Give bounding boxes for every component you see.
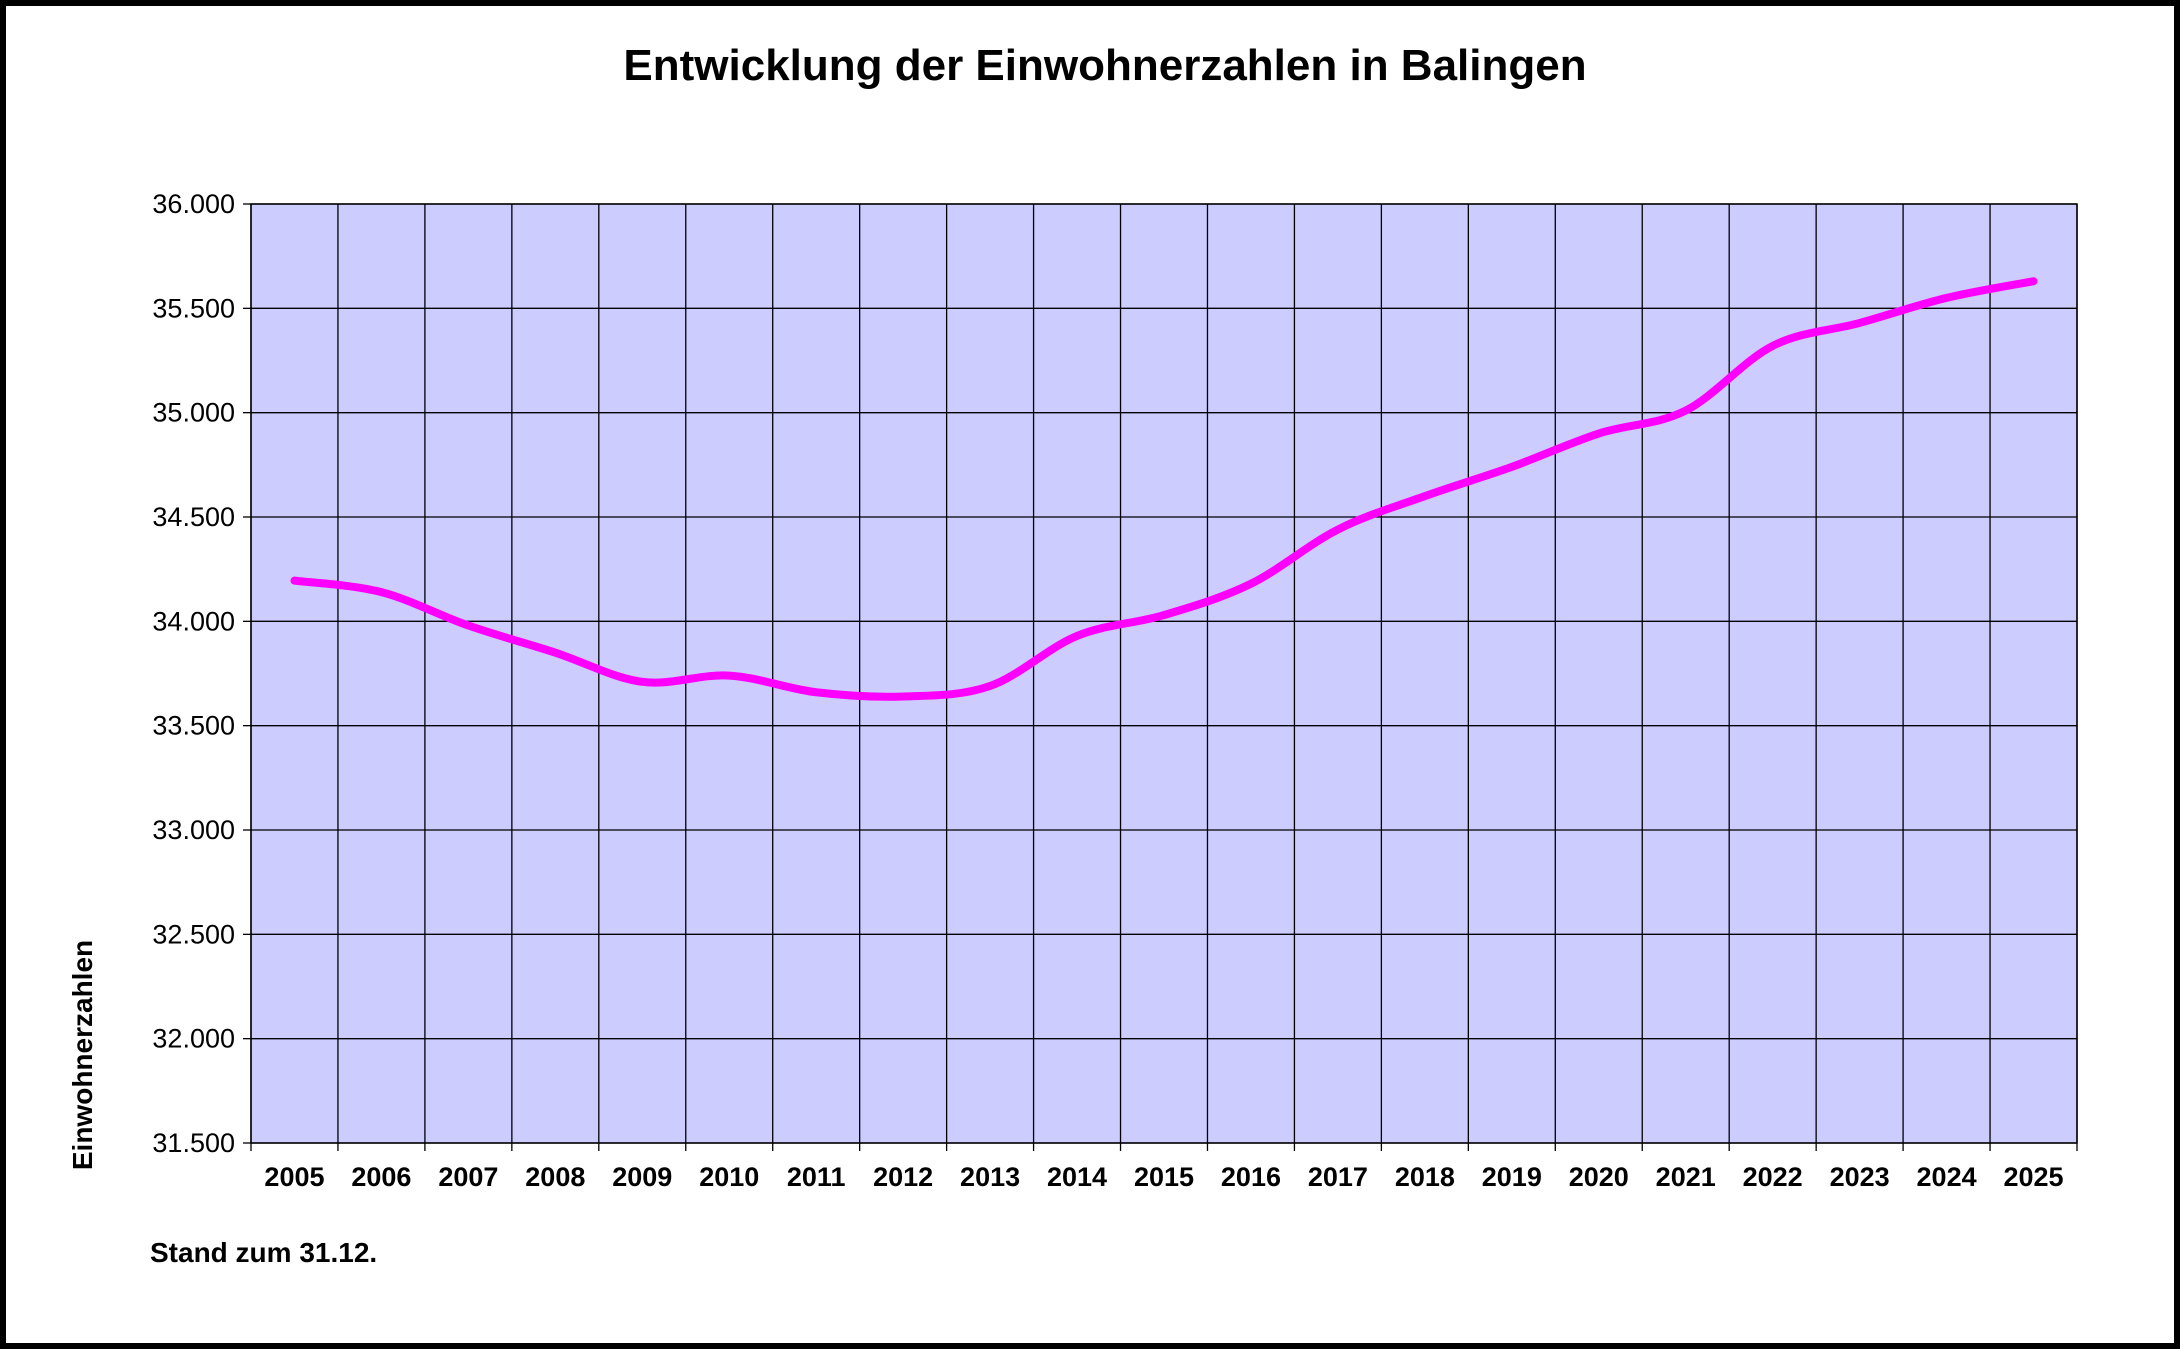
x-tick-label: 2025 [2003,1162,2063,1192]
grid [250,203,2078,1144]
x-tick-label: 2013 [960,1162,1020,1192]
y-tick-label: 36.000 [152,189,235,219]
x-tick-label: 2017 [1308,1162,1368,1192]
x-tick-label: 2010 [699,1162,759,1192]
x-tick-label: 2006 [351,1162,411,1192]
x-tick-label: 2005 [264,1162,324,1192]
y-axis-ticks: 31.500 32.000 32.500 33.000 33.500 34.000 34.5… [152,189,251,1158]
y-tick-label: 35.000 [152,398,235,428]
plot-area [250,203,2078,1144]
x-tick-label: 2024 [1917,1162,1977,1192]
x-tick-label: 2007 [438,1162,498,1192]
x-tick-label: 2014 [1047,1162,1107,1192]
x-tick-label: 2020 [1569,1162,1629,1192]
x-tick-label: 2021 [1656,1162,1716,1192]
x-axis-ticks: 2005 2006 2007 2008 2009 2010 2011 2012 2013 2014… [250,1143,2078,1192]
y-tick-label: 33.000 [152,815,235,845]
x-tick-label: 2008 [525,1162,585,1192]
x-tick-label: 2012 [873,1162,933,1192]
x-tick-label: 2019 [1482,1162,1542,1192]
y-tick-label: 32.000 [152,1024,235,1054]
y-tick-label: 32.500 [152,919,235,949]
x-tick-label: 2018 [1395,1162,1455,1192]
y-tick-label: 34.500 [152,502,235,532]
y-tick-label: 35.500 [152,293,235,323]
x-tick-label: 2015 [1134,1162,1194,1192]
x-tick-label: 2011 [787,1162,846,1192]
x-tick-label: 2022 [1743,1162,1803,1192]
x-tick-label: 2009 [612,1162,672,1192]
footnote: Stand zum 31.12. [150,1237,377,1268]
chart-title: Entwicklung der Einwohnerzahlen in Balin… [623,41,1586,90]
y-axis-label: Einwohnerzahlen [67,940,98,1170]
x-tick-label: 2023 [1830,1162,1890,1192]
series-line [290,277,2038,701]
series-layer [290,277,2038,701]
y-tick-label: 34.000 [152,606,235,636]
y-tick-label: 33.500 [152,711,235,741]
x-tick-label: 2016 [1221,1162,1281,1192]
y-tick-label: 31.500 [152,1128,235,1158]
